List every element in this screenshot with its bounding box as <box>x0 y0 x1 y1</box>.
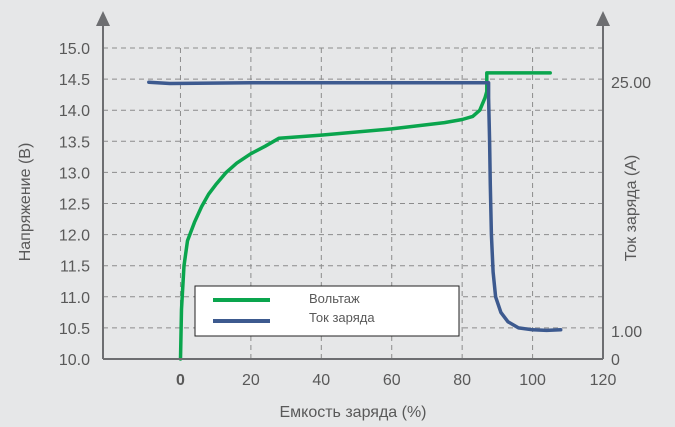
x-tick-label: 120 <box>590 372 617 389</box>
y-left-tick-label: 14.5 <box>59 72 90 89</box>
y-left-tick-label: 12.0 <box>59 228 90 245</box>
right-axis-arrow-icon <box>596 11 610 26</box>
y-left-tick-label: 14.0 <box>59 103 90 120</box>
y-left-tick-label: 15.0 <box>59 41 90 58</box>
legend-box <box>194 285 460 337</box>
y-axis-right-label: Ток заряда (А) <box>623 155 640 262</box>
y-axis-left-label: Напряжение (В) <box>17 143 34 262</box>
series-line-voltage <box>178 71 552 361</box>
series-line-current <box>147 80 563 333</box>
x-tick-label: 60 <box>383 372 401 389</box>
series-layer <box>147 71 563 361</box>
legend-label-current: Ток заряда <box>309 310 375 325</box>
y-left-tick-label: 12.5 <box>59 197 90 214</box>
grid <box>103 47 603 359</box>
x-axis-label: Емкость заряда (%) <box>279 404 426 421</box>
axes <box>96 11 610 360</box>
y-left-tick-label: 10.5 <box>59 321 90 338</box>
y-right-tick-label: 0 <box>611 352 620 369</box>
y-right-tick-label: 1.00 <box>611 324 642 341</box>
left-axis-arrow-icon <box>96 11 110 26</box>
y-left-tick-label: 10.0 <box>59 352 90 369</box>
legend-label-voltage: Вольтаж <box>309 291 360 306</box>
y-left-tick-label: 11.0 <box>60 290 90 307</box>
x-tick-label: 100 <box>519 372 546 389</box>
x-tick-label: 0 <box>176 372 185 389</box>
tick-labels: 10.0 10.5 11.0 11.5 12.0 12.5 13.0 13.5 14.0 14.5… <box>59 41 651 389</box>
x-tick-label: 40 <box>312 372 330 389</box>
y-left-tick-label: 11.5 <box>60 259 90 276</box>
x-tick-label: 20 <box>242 372 260 389</box>
x-tick-label: 80 <box>453 372 471 389</box>
y-left-tick-label: 13.5 <box>59 134 90 151</box>
y-left-tick-label: 13.0 <box>59 165 90 182</box>
y-right-tick-label: 25.00 <box>611 75 651 92</box>
legend: Вольтаж Ток заряда <box>194 285 460 337</box>
